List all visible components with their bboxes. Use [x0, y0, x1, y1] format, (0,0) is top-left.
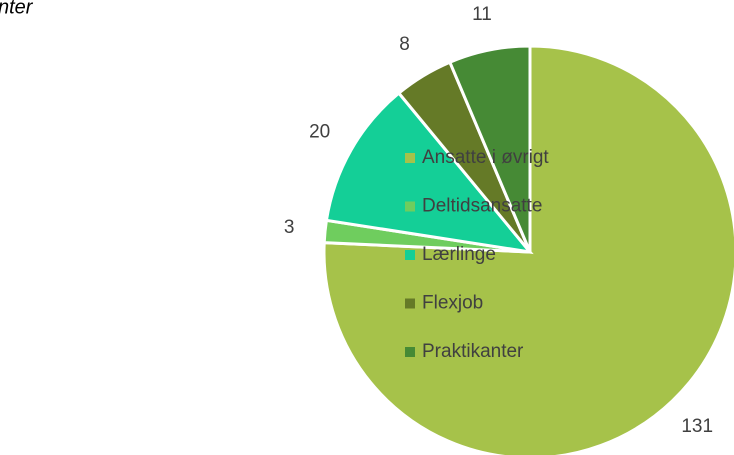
- data-label: 3: [284, 217, 295, 238]
- legend-label: Lærlinge: [422, 244, 496, 265]
- legend-swatch: [405, 347, 415, 357]
- data-label: 20: [309, 121, 330, 142]
- legend-label: Ansatte i øvrigt: [422, 147, 549, 168]
- legend-label: Deltidsansatte: [422, 196, 542, 217]
- legend-swatch: [405, 201, 415, 212]
- chart-title: nter: [0, 0, 34, 18]
- data-label: 131: [681, 416, 713, 437]
- pie-slice: [447, 44, 532, 253]
- pie-slice: [324, 91, 534, 255]
- data-label: 8: [399, 34, 410, 55]
- pie-slice: [322, 44, 734, 455]
- legend-label: Flexjob: [422, 293, 483, 314]
- legend-swatch: [405, 153, 415, 163]
- legend-swatch: [405, 250, 415, 260]
- data-label: 11: [472, 4, 492, 25]
- legend-label: Praktikanter: [422, 341, 524, 362]
- legend-swatch: [405, 298, 415, 309]
